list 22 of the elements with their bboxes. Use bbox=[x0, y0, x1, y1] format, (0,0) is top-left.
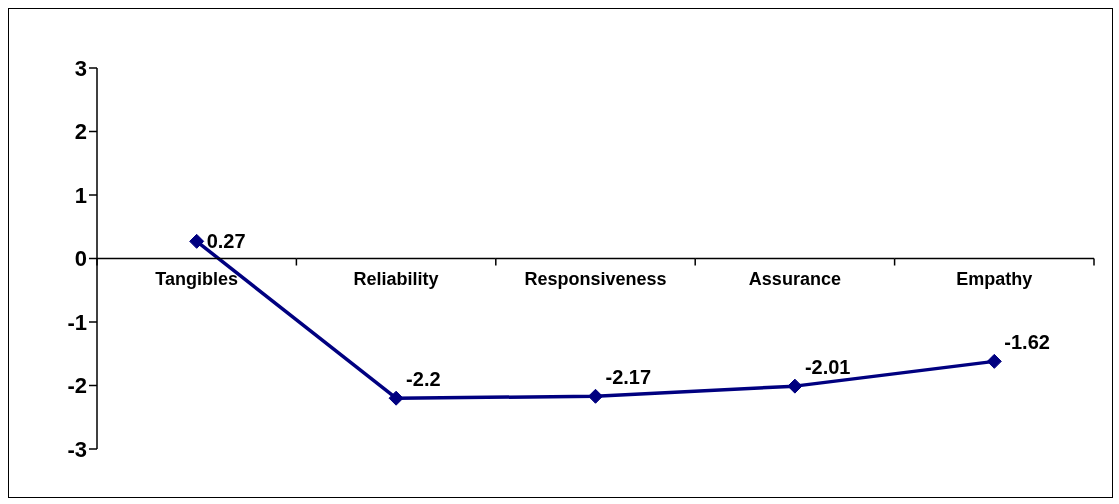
point bbox=[588, 388, 603, 404]
x-tick-label: Tangibles bbox=[155, 268, 239, 289]
data-label: -2.01 bbox=[804, 356, 851, 379]
y-tick-label: -3 bbox=[67, 436, 87, 462]
y-tick-label: -2 bbox=[67, 373, 87, 399]
data-label: -1.62 bbox=[1004, 331, 1050, 354]
y-tick-label: 3 bbox=[74, 55, 87, 81]
x-tick-label: Empathy bbox=[956, 268, 1033, 289]
data-label: 0.27 bbox=[206, 230, 246, 253]
y-tick-label: 2 bbox=[74, 119, 87, 145]
data-label: -2.17 bbox=[605, 366, 652, 389]
point bbox=[388, 390, 404, 406]
x-tick-label: Assurance bbox=[748, 268, 841, 289]
point bbox=[189, 233, 205, 249]
data-label: -2.2 bbox=[406, 368, 441, 391]
x-tick-label: Reliability bbox=[353, 268, 439, 289]
point bbox=[986, 353, 1002, 369]
y-tick-label: -1 bbox=[67, 309, 87, 335]
y-tick-label: 1 bbox=[74, 182, 87, 208]
point bbox=[787, 378, 803, 394]
y-tick-label: 0 bbox=[74, 246, 87, 272]
x-tick-label: Responsiveness bbox=[524, 268, 667, 289]
